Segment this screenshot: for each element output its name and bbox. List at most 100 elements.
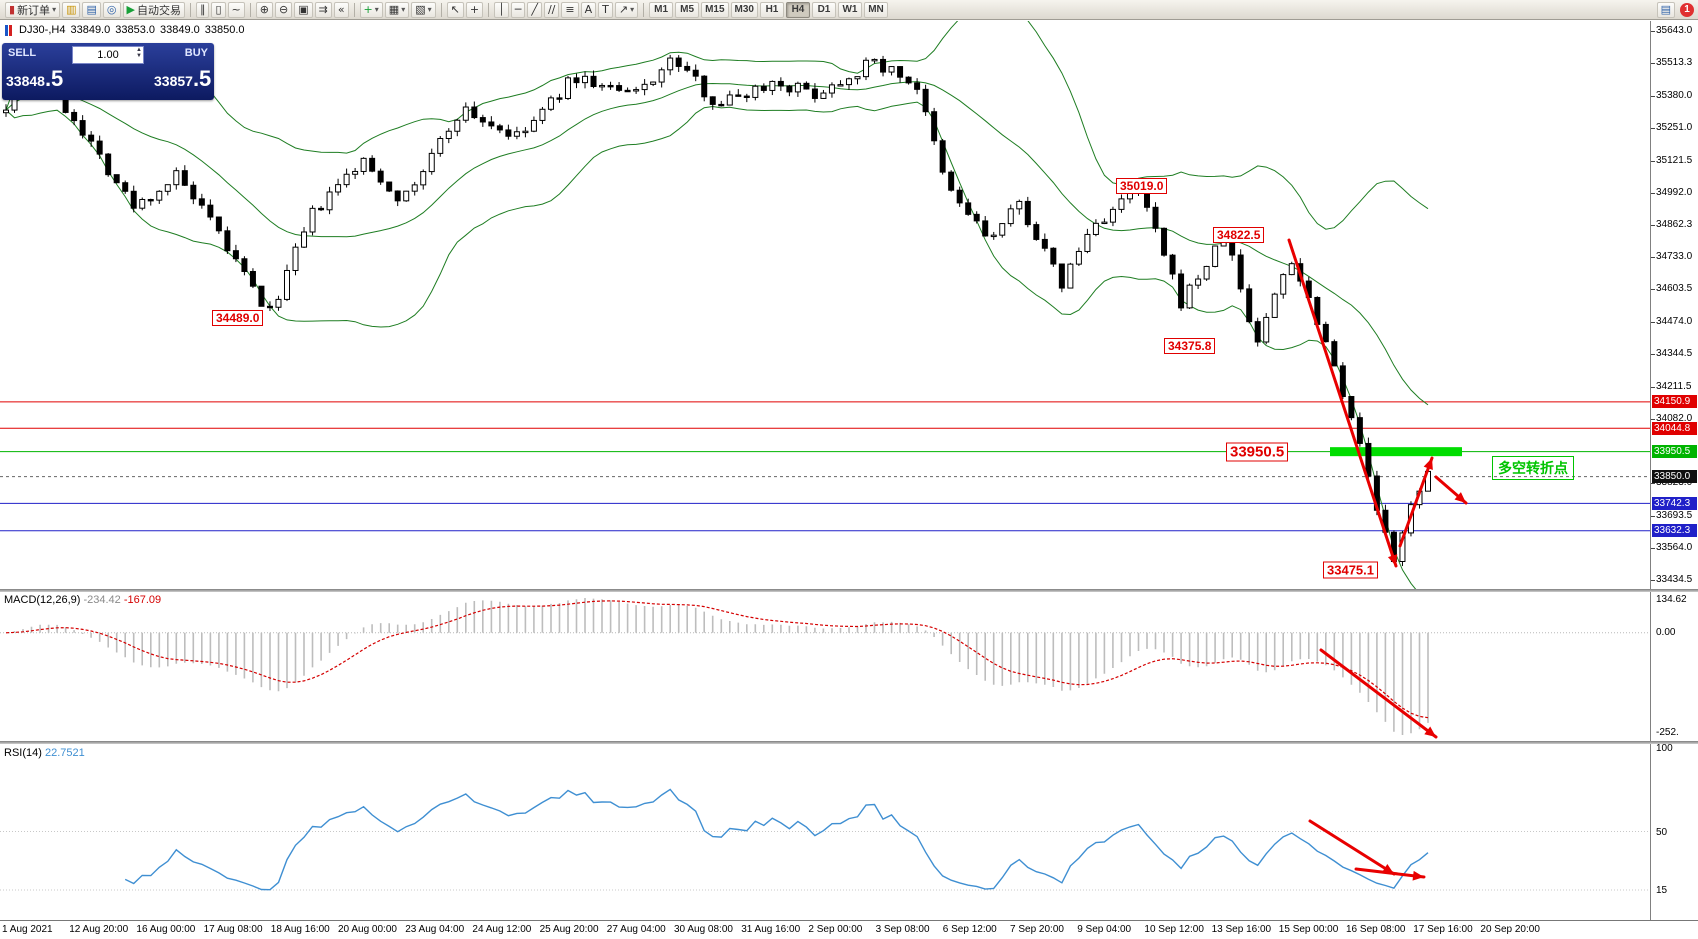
- macd-indicator-label: MACD(12,26,9) -234.42 -167.09: [4, 594, 162, 606]
- macd-axis-max: 134.62: [1656, 594, 1687, 605]
- chart-bars-button[interactable]: ∥: [195, 1, 210, 18]
- buy-label[interactable]: BUY: [184, 47, 208, 59]
- text-icon: A: [584, 3, 593, 16]
- annotation-arrow: [1287, 238, 1398, 568]
- indicators-button[interactable]: + ▾: [359, 1, 383, 18]
- navigator-icon: ◎: [106, 3, 117, 16]
- auto-scroll-button[interactable]: ⇉: [314, 1, 332, 18]
- market-watch-button[interactable]: ▥: [62, 1, 81, 18]
- time-tick: 16 Sep 08:00: [1346, 924, 1406, 935]
- templates-button[interactable]: ▧ ▾: [411, 1, 436, 18]
- main-chart-panel[interactable]: [0, 20, 1650, 601]
- trendline-icon: ╱: [531, 3, 538, 16]
- timeframe-m1-button[interactable]: M1: [649, 1, 674, 18]
- volume-spinner[interactable]: ▲ ▼: [136, 47, 142, 59]
- buy-price[interactable]: 33857.5: [154, 66, 212, 91]
- chart-canvas[interactable]: [0, 20, 1698, 939]
- horizontal-line-button[interactable]: ─: [510, 1, 526, 18]
- time-tick: 20 Sep 20:00: [1480, 924, 1540, 935]
- fibonacci-icon: ≡: [565, 3, 575, 16]
- price-tick: 33434.5: [1656, 573, 1693, 585]
- periods-icon: ▦: [388, 3, 400, 16]
- symbol-period: DJ30-,H4: [19, 24, 66, 36]
- panel-splitter[interactable]: [0, 741, 1698, 744]
- chart-shift-button[interactable]: «: [333, 1, 349, 18]
- rsi-panel[interactable]: [0, 788, 1650, 891]
- timeframe-m30-button[interactable]: M30: [730, 1, 758, 18]
- chart-candles-button[interactable]: ▯: [211, 1, 226, 18]
- volume-input[interactable]: [72, 45, 144, 64]
- time-tick: 27 Aug 04:00: [606, 924, 666, 935]
- templates-icon: ▧: [415, 3, 426, 16]
- tile-windows-button[interactable]: ▣: [294, 1, 313, 18]
- price-tick: 34862.3: [1656, 219, 1693, 230]
- chevron-down-icon: ▾: [427, 5, 432, 14]
- new-order-button[interactable]: ▮ 新订单 ▾: [5, 1, 61, 18]
- price-callout-34489.0: 34489.0: [212, 309, 264, 326]
- label-button[interactable]: T: [598, 1, 613, 18]
- time-tick: 18 Aug 16:00: [270, 924, 330, 935]
- price-axis[interactable]: 35643.0 35513.3 35380.0 35251.0 35121.5 34992…: [1650, 21, 1698, 920]
- vertical-line-button[interactable]: │: [494, 1, 509, 18]
- axis-level-label-33850.0: 33850.0: [1652, 470, 1697, 484]
- price-tick: 34733.0: [1656, 251, 1693, 263]
- community-icon[interactable]: ▤: [1656, 1, 1675, 18]
- price-callout-33950.5: 33950.5: [1226, 442, 1289, 462]
- zoom-out-button[interactable]: ⊖: [274, 1, 293, 18]
- auto-scroll-icon: ⇉: [318, 3, 328, 16]
- timeframe-h1-button[interactable]: H1: [759, 1, 784, 18]
- timeframe-mn-button[interactable]: MN: [863, 1, 888, 18]
- cursor-icon: ↖: [450, 3, 460, 16]
- rsi-indicator-label: RSI(14) 22.7521: [4, 747, 85, 759]
- time-tick: 17 Sep 16:00: [1413, 924, 1473, 935]
- horizontal-line-icon: ─: [514, 3, 522, 16]
- data-window-icon: ▤: [86, 3, 97, 16]
- timeframe-w1-button[interactable]: W1: [837, 1, 862, 18]
- data-window-button[interactable]: ▤: [82, 1, 101, 18]
- timeframe-m15-button[interactable]: M15: [701, 1, 729, 18]
- indicators-icon: +: [363, 3, 373, 16]
- chart-line-button[interactable]: ~: [227, 1, 245, 18]
- time-tick: 13 Sep 16:00: [1211, 924, 1272, 935]
- panel-splitter[interactable]: [0, 589, 1698, 592]
- fibonacci-button[interactable]: ≡: [561, 1, 579, 18]
- crosshair-button[interactable]: +: [465, 1, 484, 18]
- autotrading-button[interactable]: ▶ 自动交易: [122, 1, 185, 18]
- time-axis[interactable]: 1 Aug 2021 12 Aug 20:00 16 Aug 00:00 17 Aug…: [0, 920, 1698, 939]
- time-tick: 15 Sep 00:00: [1278, 924, 1339, 935]
- zoom-out-icon: ⊖: [278, 3, 289, 16]
- text-button[interactable]: A: [580, 1, 597, 18]
- chart-shift-icon: «: [337, 3, 345, 16]
- price-callout-35019.0: 35019.0: [1116, 178, 1168, 195]
- time-tick: 1 Aug 2021: [2, 924, 53, 935]
- rsi-line: [124, 788, 1429, 891]
- tile-windows-icon: ▣: [298, 3, 309, 16]
- notification-badge[interactable]: 1: [1680, 2, 1694, 17]
- zoom-in-button[interactable]: ⊕: [255, 1, 273, 18]
- timeframe-h4-button[interactable]: H4: [785, 1, 810, 18]
- arrows-button[interactable]: ↗ ▾: [614, 1, 639, 18]
- cursor-button[interactable]: ↖: [446, 1, 464, 18]
- annotation-arrow: [1319, 648, 1438, 739]
- toolbar-separator: [488, 2, 490, 17]
- periods-button[interactable]: ▦ ▾: [384, 1, 410, 18]
- navigator-button[interactable]: ◎: [102, 1, 121, 18]
- vertical-line-icon: │: [498, 3, 505, 16]
- toolbar: ▮ 新订单 ▾ ▥ ▤ ◎ ▶ 自动交易 ∥ ▯ ~ ⊕ ⊖ ▣ ⇉ «+ ▾ ▦ ▾ ▧ ▾ ↖ + │ ─ ╱ ∕∕ ≡ A T ↗ ▾ M…: [0, 0, 1698, 20]
- trendline-button[interactable]: ╱: [527, 1, 542, 18]
- sell-label[interactable]: SELL: [8, 47, 37, 59]
- rsi-axis-tick: 15: [1656, 884, 1668, 896]
- time-tick: 16 Aug 00:00: [136, 924, 196, 935]
- chevron-down-icon: ▾: [630, 5, 635, 14]
- time-tick: 24 Aug 12:00: [472, 924, 532, 935]
- annotation-arrow: [1398, 456, 1434, 548]
- ohlc-close: 33850.0: [204, 24, 245, 36]
- macd-panel[interactable]: [0, 598, 1650, 739]
- channel-button[interactable]: ∕∕: [543, 1, 560, 18]
- sell-price[interactable]: 33848.5: [6, 66, 64, 91]
- timeframe-m5-button[interactable]: M5: [675, 1, 700, 18]
- timeframe-d1-button[interactable]: D1: [811, 1, 836, 18]
- price-tick: 34082.0: [1656, 412, 1693, 424]
- ohlc-low: 33849.0: [160, 24, 200, 36]
- rsi-axis-tick: 100: [1656, 743, 1673, 754]
